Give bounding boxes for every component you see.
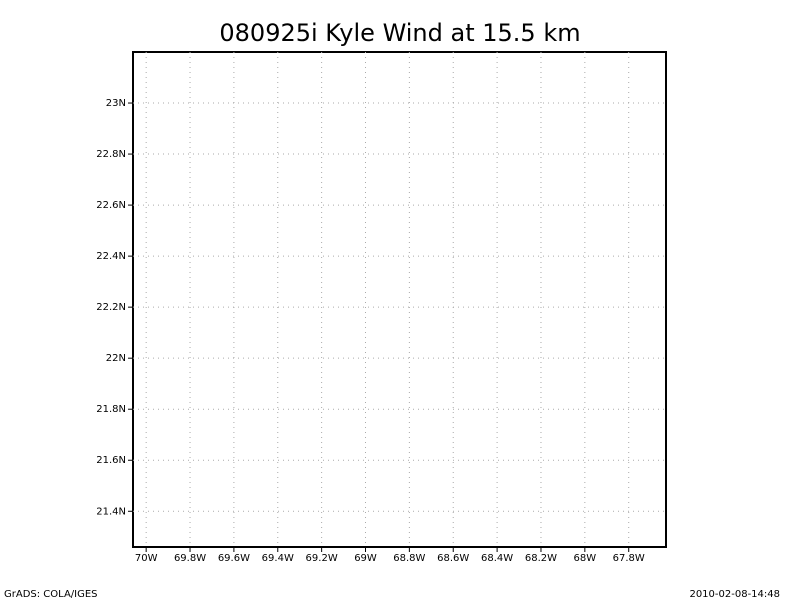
x-tick-label: 68.4W — [481, 553, 513, 564]
x-tick-label: 70W — [135, 553, 158, 564]
x-tick-label: 68.6W — [437, 553, 469, 564]
x-tick-label: 69.6W — [218, 553, 250, 564]
y-tick-label: 22.6N — [96, 200, 126, 211]
y-tick-label: 22.8N — [96, 149, 126, 160]
y-tick-label: 21.8N — [96, 404, 126, 415]
y-tick-label: 21.6N — [96, 455, 126, 466]
y-tick-label: 23N — [106, 98, 126, 109]
footer-right: 2010-02-08-14:48 — [689, 589, 780, 600]
x-tick-label: 68.2W — [525, 553, 557, 564]
x-tick-label: 69.2W — [306, 553, 338, 564]
x-tick-label: 68.8W — [393, 553, 425, 564]
y-tick-label: 22.4N — [96, 251, 126, 262]
plot-frame — [132, 51, 667, 548]
x-tick-label: 69.4W — [262, 553, 294, 564]
chart-title: 080925i Kyle Wind at 15.5 km — [219, 19, 580, 47]
y-tick-label: 22N — [106, 353, 126, 364]
y-tick-label: 21.4N — [96, 506, 126, 517]
x-tick-label: 67.8W — [613, 553, 645, 564]
x-tick-label: 69.8W — [174, 553, 206, 564]
y-tick-label: 22.2N — [96, 302, 126, 313]
x-tick-label: 69W — [354, 553, 377, 564]
x-tick-label: 68W — [574, 553, 597, 564]
footer-left: GrADS: COLA/IGES — [4, 589, 98, 600]
